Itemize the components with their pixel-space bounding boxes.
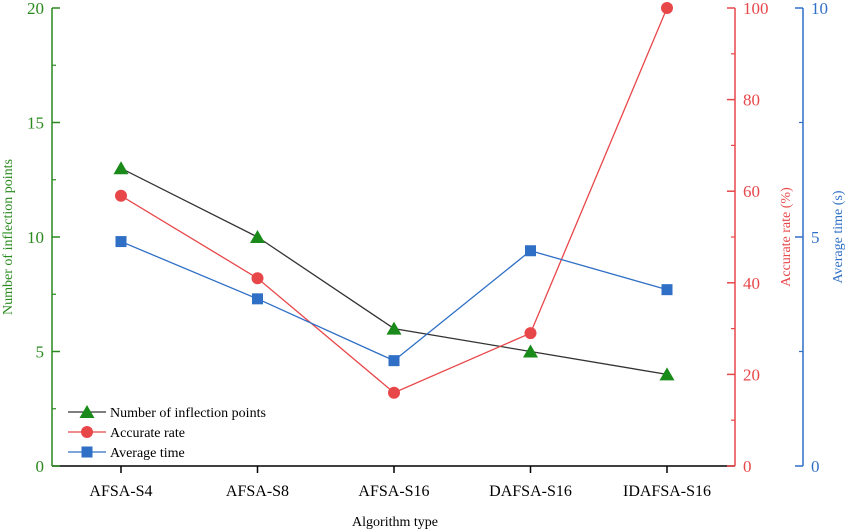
axes-layer: AFSA-S4 AFSA-S8 AFSA-S16 DAFSA-S16 IDAFSA-S1… bbox=[1, 0, 846, 500]
left-y-axis-tick-label: 15 bbox=[27, 114, 44, 133]
x-tick-label: DAFSA-S16 bbox=[489, 483, 572, 500]
left-y-axis-title: Number of inflection points bbox=[1, 159, 16, 315]
accurate-rate-axis-title: Accurate rate (%) bbox=[779, 187, 794, 287]
legend-accurate-rate-marker bbox=[81, 426, 93, 438]
average-time-point bbox=[388, 355, 400, 367]
left-y-axis-tick-label: 0 bbox=[36, 457, 45, 476]
accurate-rate-line bbox=[120, 7, 668, 394]
average-time-axis-tick-label: 10 bbox=[811, 0, 828, 18]
accurate-rate-axis-tick-label: 60 bbox=[743, 182, 760, 201]
number-of-inflection-points-point bbox=[523, 344, 538, 358]
accurate-rate-point bbox=[524, 327, 537, 340]
legend: Number of inflection points Accurate rate… bbox=[68, 405, 266, 461]
left-y-axis-tick-label: 10 bbox=[27, 228, 44, 247]
average-time-point bbox=[661, 284, 673, 296]
accurate-rate-axis-tick-label: 0 bbox=[743, 457, 752, 476]
average-time-point bbox=[115, 236, 127, 248]
accurate-rate-point bbox=[661, 2, 673, 14]
accurate-rate-axis-tick-label: 40 bbox=[743, 274, 760, 293]
legend-average-time-marker bbox=[81, 446, 93, 458]
legend-number-of-inflection-points-label: Number of inflection points bbox=[110, 406, 266, 421]
average-time-axis-title: Average time (s) bbox=[831, 190, 846, 283]
legend-number-of-inflection-points-marker bbox=[79, 405, 95, 418]
legend-average-time-label: Average time bbox=[110, 446, 185, 461]
x-tick-label: AFSA-S8 bbox=[226, 483, 289, 500]
average-time-line bbox=[120, 240, 668, 362]
accurate-rate-axis-tick-label: 100 bbox=[743, 0, 769, 18]
average-time-axis-tick-label: 0 bbox=[811, 457, 820, 476]
left-y-axis-tick-label: 20 bbox=[27, 0, 44, 18]
accurate-rate-axis-tick-label: 20 bbox=[743, 365, 760, 384]
average-time-point bbox=[252, 293, 263, 305]
average-time-point bbox=[525, 245, 536, 257]
number-of-inflection-points-line bbox=[120, 167, 668, 376]
accurate-rate-point bbox=[388, 386, 400, 399]
x-tick-label: AFSA-S4 bbox=[89, 483, 152, 500]
legend-accurate-rate-label: Accurate rate bbox=[110, 426, 185, 441]
left-y-axis-tick-label: 5 bbox=[36, 343, 45, 362]
average-time-axis-tick-label: 5 bbox=[811, 228, 820, 247]
accurate-rate-point bbox=[251, 272, 264, 285]
x-tick-label: IDAFSA-S16 bbox=[623, 483, 711, 500]
number-of-inflection-points-point bbox=[386, 321, 402, 335]
number-of-inflection-points-point bbox=[659, 367, 675, 381]
accurate-rate-axis-tick-label: 80 bbox=[743, 91, 760, 110]
x-axis-title: Algorithm type bbox=[352, 515, 438, 530]
number-of-inflection-points-point bbox=[113, 161, 129, 175]
accurate-rate-point bbox=[115, 189, 127, 202]
series-layer bbox=[113, 2, 675, 399]
x-tick-label: AFSA-S16 bbox=[358, 483, 429, 500]
number-of-inflection-points-point bbox=[250, 230, 265, 243]
